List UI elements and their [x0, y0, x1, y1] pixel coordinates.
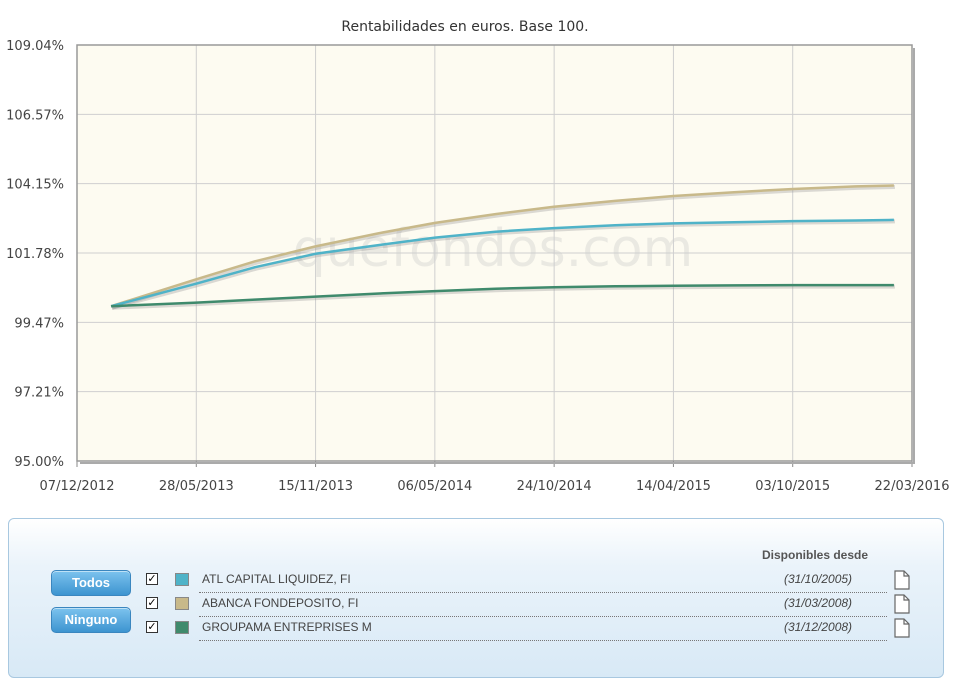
x-tick-label: 28/05/2013 [159, 479, 234, 494]
series-line [110, 218, 894, 308]
series-color-swatch [175, 597, 189, 610]
document-icon[interactable] [893, 618, 911, 638]
x-tick-label: 22/03/2016 [875, 479, 950, 494]
x-tick-label: 24/10/2014 [517, 479, 592, 494]
x-tick-label: 07/12/2012 [40, 479, 115, 494]
fund-name: ABANCA FONDEPOSITO, FI [202, 596, 359, 610]
x-tick-label: 15/11/2013 [278, 479, 353, 494]
document-icon[interactable] [893, 570, 911, 590]
chart-title: Rentabilidades en euros. Base 100. [341, 19, 588, 35]
y-tick-label: 95.00% [14, 455, 64, 470]
x-tick-label: 14/04/2015 [636, 479, 711, 494]
y-tick-label: 109.04% [6, 39, 64, 54]
y-tick-label: 106.57% [6, 108, 64, 123]
plot-frame [76, 44, 913, 462]
row-divider [199, 592, 887, 593]
x-tick-label: 03/10/2015 [755, 479, 830, 494]
series-shadow [111, 219, 895, 310]
document-icon[interactable] [893, 594, 911, 614]
y-tick-label: 97.21% [14, 386, 64, 401]
x-tick-label: 06/05/2014 [397, 479, 472, 494]
legend-row: ✓ ABANCA FONDEPOSITO, FI (31/03/2008) [9, 594, 945, 618]
available-since-header: Disponibles desde [762, 548, 869, 562]
series-line [110, 184, 894, 308]
fund-checkbox[interactable]: ✓ [146, 596, 158, 609]
chart: Rentabilidades en euros. Base 100. quefo… [6, 19, 950, 494]
fund-checkbox[interactable]: ✓ [146, 572, 158, 585]
fund-name: ATL CAPITAL LIQUIDEZ, FI [202, 572, 351, 586]
fund-date: (31/10/2005) [784, 572, 853, 586]
legend-row: ✓ GROUPAMA ENTREPRISES M (31/12/2008) [9, 618, 945, 642]
y-tick-label: 99.47% [14, 316, 64, 331]
fund-date: (31/12/2008) [784, 620, 853, 634]
legend-panel: Todos Ninguno Disponibles desde ✓ ATL CA… [8, 518, 944, 678]
series-color-swatch [175, 573, 189, 586]
y-tick-label: 101.78% [6, 247, 64, 262]
series-line [111, 283, 894, 308]
fund-date: (31/03/2008) [784, 596, 853, 610]
row-divider [199, 640, 887, 641]
fund-checkbox[interactable]: ✓ [146, 620, 158, 633]
select-all-button[interactable]: Todos [51, 570, 131, 596]
select-none-button[interactable]: Ninguno [51, 607, 131, 633]
series-shadow [112, 284, 895, 310]
y-tick-label: 104.15% [6, 178, 64, 193]
fund-name: GROUPAMA ENTREPRISES M [202, 620, 372, 634]
row-divider [199, 616, 887, 617]
legend-row: ✓ ATL CAPITAL LIQUIDEZ, FI (31/10/2005) [9, 570, 945, 594]
series-shadow [111, 185, 895, 310]
series-color-swatch [175, 621, 189, 634]
